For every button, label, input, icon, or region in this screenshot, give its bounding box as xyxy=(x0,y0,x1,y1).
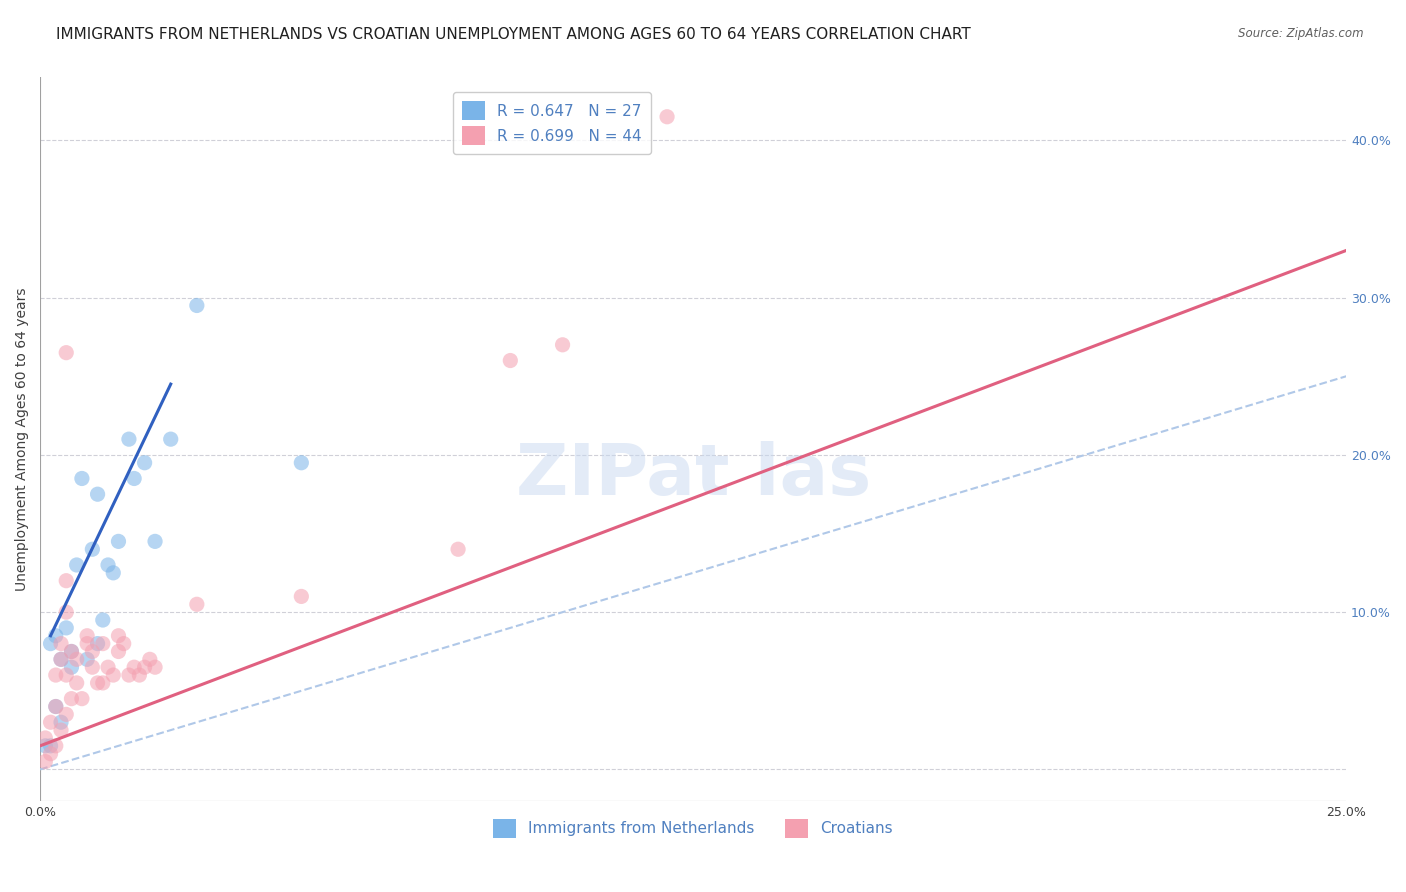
Point xyxy=(499,353,522,368)
Point xyxy=(45,699,67,714)
Point xyxy=(49,652,72,666)
Point xyxy=(86,637,108,651)
Point xyxy=(70,471,93,485)
Point xyxy=(76,652,98,666)
Point xyxy=(76,629,98,643)
Point xyxy=(134,660,156,674)
Point xyxy=(70,691,93,706)
Point xyxy=(447,542,470,557)
Text: Source: ZipAtlas.com: Source: ZipAtlas.com xyxy=(1239,27,1364,40)
Point xyxy=(122,660,145,674)
Point xyxy=(186,597,208,611)
Point xyxy=(76,637,98,651)
Point xyxy=(103,668,125,682)
Point xyxy=(55,668,77,682)
Point xyxy=(86,676,108,690)
Point xyxy=(107,534,129,549)
Point xyxy=(45,668,67,682)
Point xyxy=(97,558,120,572)
Point xyxy=(118,432,141,446)
Point xyxy=(45,739,67,753)
Point xyxy=(45,629,67,643)
Point xyxy=(39,739,62,753)
Point xyxy=(34,731,56,745)
Point xyxy=(49,723,72,738)
Point xyxy=(34,739,56,753)
Point xyxy=(112,637,135,651)
Point xyxy=(60,644,83,658)
Point xyxy=(290,456,312,470)
Point xyxy=(118,668,141,682)
Point xyxy=(134,456,156,470)
Point xyxy=(82,644,104,658)
Point xyxy=(66,558,89,572)
Point xyxy=(290,590,312,604)
Legend: Immigrants from Netherlands, Croatians: Immigrants from Netherlands, Croatians xyxy=(486,813,900,844)
Point xyxy=(186,298,208,312)
Point xyxy=(91,676,114,690)
Point xyxy=(551,338,574,352)
Point xyxy=(97,660,120,674)
Point xyxy=(103,566,125,580)
Point xyxy=(34,755,56,769)
Point xyxy=(139,652,162,666)
Point xyxy=(55,621,77,635)
Point xyxy=(86,487,108,501)
Point xyxy=(655,110,678,124)
Point xyxy=(60,660,83,674)
Point xyxy=(55,345,77,359)
Point xyxy=(91,637,114,651)
Point xyxy=(159,432,181,446)
Point xyxy=(82,660,104,674)
Point xyxy=(82,542,104,557)
Point xyxy=(49,715,72,730)
Point xyxy=(66,676,89,690)
Point xyxy=(39,747,62,761)
Point xyxy=(49,637,72,651)
Point xyxy=(143,660,166,674)
Point xyxy=(55,707,77,722)
Point xyxy=(122,471,145,485)
Text: ZIPat las: ZIPat las xyxy=(516,441,870,510)
Point xyxy=(91,613,114,627)
Point xyxy=(49,652,72,666)
Point xyxy=(55,574,77,588)
Point xyxy=(66,652,89,666)
Point xyxy=(107,629,129,643)
Point xyxy=(39,637,62,651)
Point xyxy=(55,605,77,619)
Point xyxy=(60,644,83,658)
Point xyxy=(128,668,150,682)
Point xyxy=(45,699,67,714)
Point xyxy=(107,644,129,658)
Point xyxy=(39,715,62,730)
Y-axis label: Unemployment Among Ages 60 to 64 years: Unemployment Among Ages 60 to 64 years xyxy=(15,287,30,591)
Point xyxy=(60,691,83,706)
Text: IMMIGRANTS FROM NETHERLANDS VS CROATIAN UNEMPLOYMENT AMONG AGES 60 TO 64 YEARS C: IMMIGRANTS FROM NETHERLANDS VS CROATIAN … xyxy=(56,27,972,42)
Point xyxy=(143,534,166,549)
